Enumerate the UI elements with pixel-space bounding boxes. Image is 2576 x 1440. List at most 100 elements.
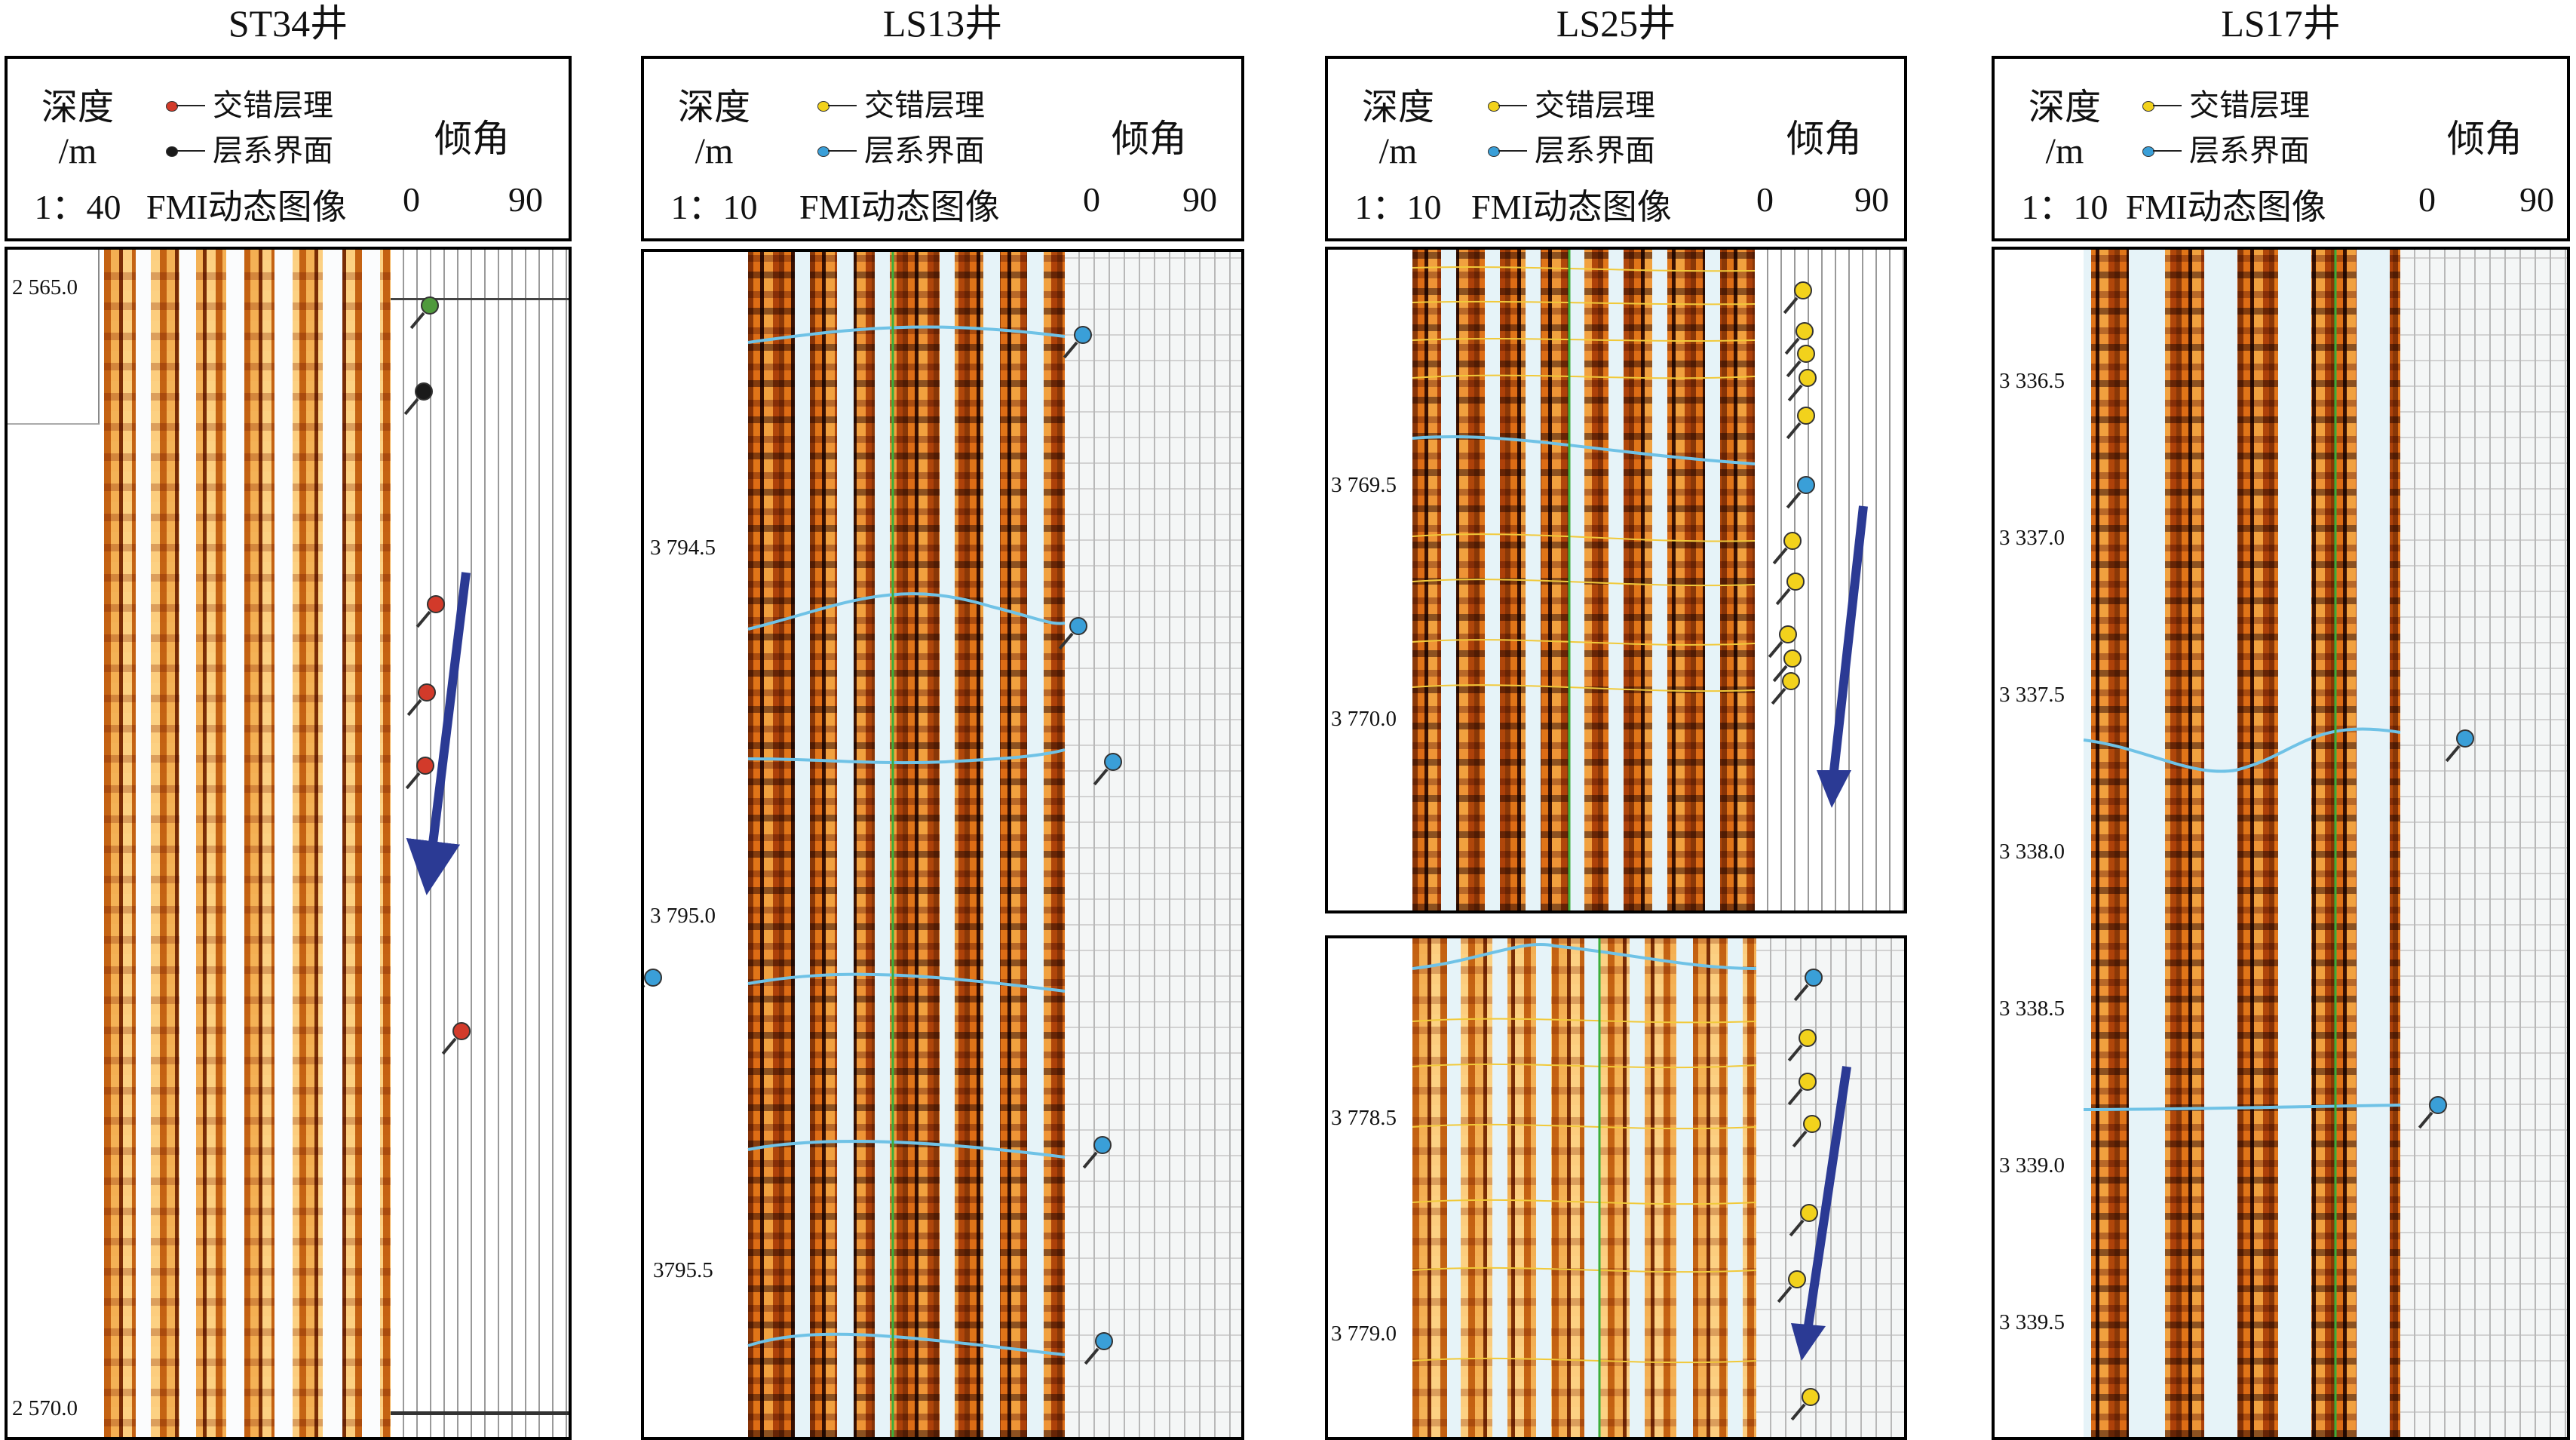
pad-gap <box>179 250 196 1437</box>
pad-gap <box>1447 938 1461 1437</box>
dip-marker <box>1797 345 1815 363</box>
depth-label: 深度 <box>2028 88 2101 127</box>
pad-gap <box>2278 250 2311 1437</box>
well-title: ST34井 <box>228 2 348 45</box>
pad-gap <box>2084 250 2091 1437</box>
dip-pin-icon <box>1488 146 1527 157</box>
pad-gap <box>226 250 244 1437</box>
depth-tick: 3 770.0 <box>1331 707 1397 731</box>
dip-marker <box>1805 969 1823 987</box>
dip-marker <box>427 595 445 613</box>
scale-label: 1：10 <box>670 188 758 226</box>
pad-gap <box>837 252 854 1437</box>
depth-label: 深度 <box>41 88 114 127</box>
scale-label: 1：40 <box>34 188 121 226</box>
dip-marker <box>1779 625 1797 643</box>
dip-track <box>2400 250 2567 1437</box>
dip-marker <box>1783 649 1802 668</box>
fmi-image <box>104 250 391 1437</box>
dip-min-label: 0 <box>1756 180 1774 219</box>
depth-tick: 3 778.5 <box>1331 1106 1397 1130</box>
legend-item-set-boundary: 层系界面 <box>817 128 985 173</box>
legend: 交错层理 层系界面 <box>166 83 333 173</box>
pad-gap <box>1441 250 1456 910</box>
dip-max-label: 90 <box>2519 180 2554 219</box>
pad-gap <box>940 252 955 1437</box>
dip-marker <box>415 382 433 401</box>
dip-track <box>1065 252 1241 1437</box>
legend: 交错层理 层系界面 <box>817 83 985 173</box>
dip-min-label: 0 <box>1083 180 1100 219</box>
well-title: LS17井 <box>2221 2 2341 45</box>
dip-pin-icon <box>166 101 205 112</box>
depth-label: 深度 <box>677 88 750 127</box>
legend-item-cross-bedding: 交错层理 <box>1488 83 1655 128</box>
dip-marker <box>416 757 434 775</box>
dip-marker <box>418 683 436 702</box>
pad-gap <box>1485 250 1500 910</box>
log-track-lower: 3 778.5 3 779.0 <box>1325 935 1907 1440</box>
fmi-label: FMI动态图像 <box>799 188 1000 226</box>
pad-gap <box>2357 250 2390 1437</box>
dip-label: 倾角 <box>2447 118 2522 160</box>
depth-header: 深度 /m <box>2001 86 2129 173</box>
legend-item-set-boundary: 层系界面 <box>2142 128 2310 173</box>
depth-header: 深度 /m <box>14 86 142 173</box>
dip-pin-icon <box>166 146 205 157</box>
dip-label: 倾角 <box>1112 118 1187 160</box>
depth-track <box>8 250 100 425</box>
dip-marker <box>1799 1029 1817 1047</box>
depth-tick: 3795.5 <box>653 1258 713 1282</box>
depth-tick: 3 779.0 <box>1331 1322 1397 1346</box>
depth-tick: 3 339.0 <box>1999 1153 2065 1177</box>
pad-gap <box>1027 252 1044 1437</box>
depth-unit: /m <box>58 131 97 171</box>
pad-gap <box>136 250 151 1437</box>
dip-track <box>1755 250 1904 910</box>
grid-line <box>391 1411 569 1415</box>
pad-gap <box>1705 250 1720 910</box>
dip-min-label: 0 <box>403 180 420 219</box>
dip-marker <box>644 969 662 987</box>
legend-item-cross-bedding: 交错层理 <box>817 83 985 128</box>
depth-tick: 3 795.0 <box>650 904 716 928</box>
dip-marker <box>1788 1270 1806 1288</box>
pad-gap <box>1652 250 1667 910</box>
pad-gap <box>1569 250 1584 910</box>
dip-marker <box>1796 322 1814 340</box>
dip-label: 倾角 <box>434 118 510 160</box>
dip-marker <box>1794 281 1812 299</box>
dip-marker <box>1069 617 1087 635</box>
dip-marker <box>1800 1204 1818 1222</box>
depth-unit: /m <box>1378 131 1418 171</box>
dip-track <box>1756 938 1904 1437</box>
depth-tick: 3 338.0 <box>1999 840 2065 864</box>
fmi-label: FMI动态图像 <box>1471 188 1672 226</box>
dip-pin-icon <box>817 101 857 112</box>
dip-marker <box>1802 1388 1820 1406</box>
track-header: 深度 /m 1：10 交错层理 层系界面 FMI动态图像 倾角 0 90 <box>641 56 1244 241</box>
dip-pin-icon <box>1488 101 1527 112</box>
dip-marker <box>1799 369 1817 387</box>
grid-line <box>391 298 569 300</box>
track-header: 深度 /m 1：10 交错层理 层系界面 FMI动态图像 倾角 0 90 <box>1325 56 1907 241</box>
pad-gap <box>795 252 810 1437</box>
track-header: 深度 /m 1：10 交错层理 层系界面 FMI动态图像 倾角 0 90 <box>1992 56 2570 241</box>
dip-marker <box>1074 326 1092 344</box>
pad-gap <box>1728 938 1743 1437</box>
pad-gap <box>323 250 342 1437</box>
depth-tick: 3 339.5 <box>1999 1310 2065 1334</box>
scale-label: 1：10 <box>1354 188 1442 226</box>
pad-gap <box>1630 938 1645 1437</box>
legend-item-cross-bedding: 交错层理 <box>166 83 333 128</box>
dip-marker <box>2429 1096 2447 1114</box>
legend: 交错层理 层系界面 <box>2142 83 2310 173</box>
dip-marker <box>1797 476 1815 494</box>
dip-track <box>391 250 569 1437</box>
track-header: 深度 /m 1：40 交错层理 层系界面 FMI动态图像 倾角 0 90 <box>5 56 572 241</box>
dip-max-label: 90 <box>508 180 543 219</box>
dip-marker <box>1783 532 1802 550</box>
depth-header: 深度 /m <box>650 86 778 173</box>
dip-marker <box>452 1022 471 1040</box>
legend-item-set-boundary: 层系界面 <box>166 128 333 173</box>
